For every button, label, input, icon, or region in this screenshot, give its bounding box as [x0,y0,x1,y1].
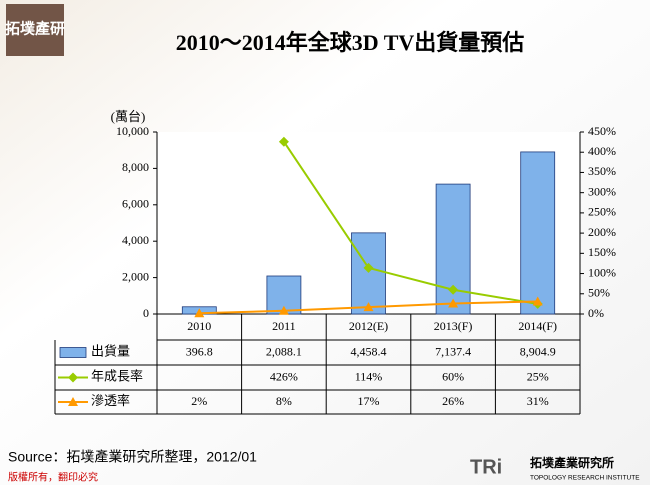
table-value: 25% [527,369,549,383]
y-axis-label: (萬台) [111,109,146,124]
y2-tick-label: 400% [588,144,616,158]
table-value: 2,088.1 [266,344,302,358]
source: Source：拓墣產業研究所整理，2012/01 [8,449,257,465]
logo-english: TOPOLOGY RESEARCH INSTITUTE [530,475,640,482]
marker [278,136,289,147]
legend-key [59,347,87,358]
marker [194,308,205,318]
y2-tick-label: 200% [588,225,616,239]
table-value: 7,137.4 [435,344,471,358]
legend-marker [68,397,78,406]
x-tick-label: 2010 [187,319,211,333]
x-tick-label: 2013(F) [434,319,473,333]
table-value: 8,904.9 [520,344,556,358]
y-tick-label: 6,000 [122,197,149,211]
y2-tick-label: 350% [588,164,616,178]
table-value: 31% [527,394,549,408]
y2-tick-label: 150% [588,245,616,259]
logo-box [6,4,64,56]
table-value: 2% [191,394,207,408]
y-tick-label: 8,000 [122,160,149,174]
table-value: 8% [276,394,292,408]
x-tick-label: 2012(E) [349,319,388,333]
y2-tick-label: 50% [588,286,610,300]
legend-marker [68,372,78,383]
table-value: 426% [270,369,298,383]
y2-tick-label: 300% [588,184,616,198]
table-value: 26% [442,394,464,408]
chart-title: 2010～2014年全球3D TV出貨量預估 [176,30,525,55]
table-value: 4,458.4 [351,344,387,358]
marker [532,296,543,306]
y-tick-label: 4,000 [122,233,149,247]
x-tick-label: 2014(F) [518,319,557,333]
bar [351,232,386,315]
y-tick-label: 2,000 [122,269,149,283]
legend-label: 滲透率 [91,393,130,408]
table-value: 17% [358,394,380,408]
x-tick-label: 2011 [272,319,296,333]
line [283,141,538,305]
legend-label: 出貨量 [91,343,130,358]
marker [278,305,289,315]
legend-label: 年成長率 [91,368,143,383]
marker [363,262,374,273]
marker [448,298,459,308]
logo-name: 拓墣產業研究所 [530,455,614,470]
y-tick-label: 10,000 [116,124,149,138]
y-tick-label: 0 [143,306,149,320]
copyright: 版權所有，翻印必究 [8,471,98,484]
y2-tick-label: 0% [588,306,604,320]
y2-tick-label: 450% [588,124,616,138]
y2-tick-label: 250% [588,205,616,219]
logo-mark: TRi [470,456,502,478]
logo-top: 拓墣產研 [5,19,65,37]
bar [520,151,556,315]
marker [448,284,459,295]
y2-tick-label: 100% [588,265,616,279]
table-value: 114% [355,369,383,383]
table-value: 60% [442,369,464,383]
marker [363,302,374,312]
table-value: 396.8 [186,344,213,358]
